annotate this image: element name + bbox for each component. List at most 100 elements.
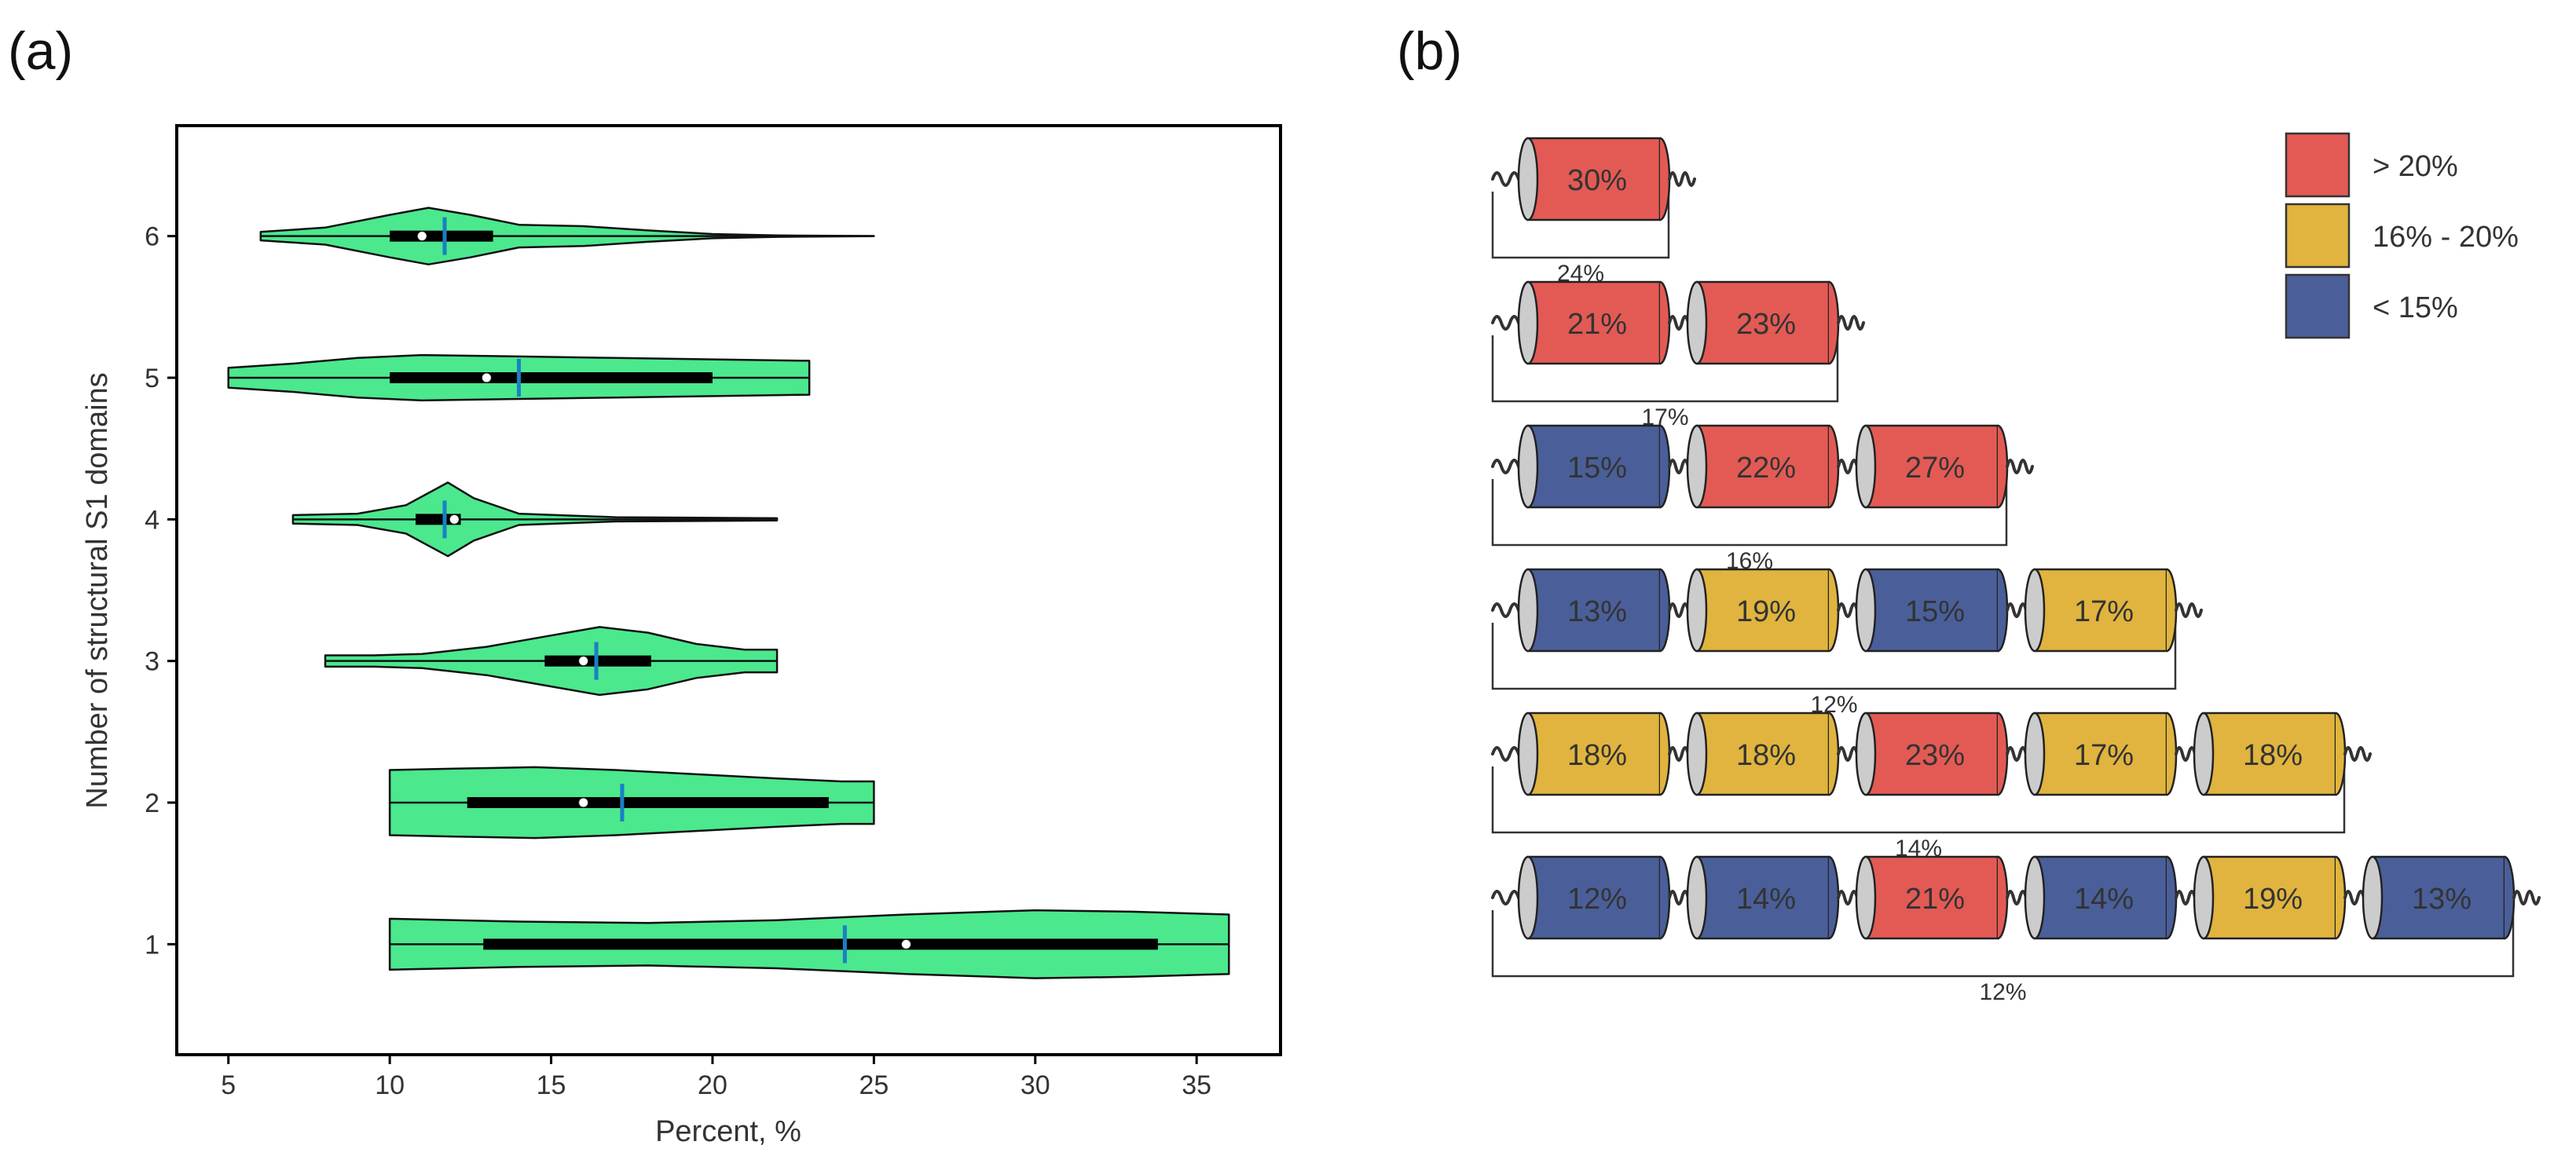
iqr-bar — [390, 371, 713, 383]
domain-percent-label: 13% — [1567, 595, 1627, 628]
domain-segment: 17% — [2024, 568, 2178, 653]
domain-percent-label: 18% — [1567, 739, 1627, 772]
domain-cylinder-body — [1864, 712, 1999, 796]
group-bracket — [1491, 910, 2515, 978]
legend-label: 16% - 20% — [2373, 221, 2519, 254]
x-tick-label: 30 — [1021, 1070, 1050, 1100]
domain-cylinder-body — [1526, 855, 1662, 940]
domain-cylinder-cap — [2024, 568, 2046, 653]
y-tick-label: 1 — [145, 930, 159, 960]
median-dot — [578, 797, 589, 808]
plot-frame — [175, 124, 1282, 1056]
domain-cylinder-cap — [1855, 424, 1877, 509]
domain-cylinder-cap — [1855, 712, 1877, 796]
domain-percent-label: 13% — [2412, 883, 2472, 916]
violin-chart: 5 10 15 20 25 30 35 1 2 3 4 5 6 Percent, % Number o… — [81, 124, 1282, 1148]
x-tick-label: 15 — [537, 1070, 566, 1100]
domain-segment: 14% — [1686, 855, 1840, 940]
domain-cylinder-cap — [2024, 712, 2046, 796]
violin-group-6 — [259, 207, 875, 265]
domain-cylinder-cap — [2193, 855, 2215, 940]
x-axis-ticks: 5 10 15 20 25 30 35 — [221, 1055, 1211, 1100]
domain-percent-label: 21% — [1905, 883, 1965, 916]
domain-cylinder-cap — [1686, 280, 1708, 365]
group-bracket — [1491, 335, 1839, 403]
median-dot — [416, 231, 427, 242]
domain-cylinder-cap — [1686, 855, 1708, 940]
x-tick-label: 25 — [859, 1070, 889, 1100]
legend-swatch — [2285, 203, 2351, 269]
legend-item-low: < 15% — [2285, 273, 2458, 339]
x-axis-label: Percent, % — [655, 1115, 801, 1148]
domain-segment: 15% — [1855, 568, 2009, 653]
y-tick-label: 4 — [145, 505, 159, 535]
violin-group-2 — [388, 766, 875, 840]
chain-row-5: 14%18% 18% 23% 17% 18% — [1491, 712, 2372, 862]
domain-cylinder-cap — [2193, 712, 2215, 796]
domain-percent-label: 14% — [2074, 883, 2134, 916]
x-tick-label: 5 — [221, 1070, 236, 1100]
domain-percent-label: 23% — [1905, 739, 1965, 772]
domain-cylinder-cap — [1517, 855, 1539, 940]
domain-chain-diagram: 24%30%17%21% 23%16%15% 22% 27%12%13% 19% 15% 1… — [1491, 137, 2541, 1005]
domain-percent-label: 21% — [1567, 308, 1627, 341]
domain-percent-label: 18% — [2243, 739, 2303, 772]
domain-cylinder-cap — [1686, 424, 1708, 509]
domain-percent-label: 15% — [1905, 595, 1965, 628]
domain-cylinder-cap — [2362, 855, 2384, 940]
domain-segment: 27% — [1855, 424, 2009, 509]
chain-row-1: 24%30% — [1491, 137, 1696, 287]
domain-cylinder-body — [2371, 855, 2506, 940]
domain-segment: 19% — [1686, 568, 1840, 653]
domain-segment: 17% — [2024, 712, 2178, 796]
iqr-bar — [416, 514, 461, 525]
median-dot — [900, 938, 911, 949]
chain-row-4: 12%13% 19% 15% 17% — [1491, 568, 2203, 718]
domain-segment: 15% — [1517, 424, 1671, 509]
y-axis-ticks: 1 2 3 4 5 6 — [145, 222, 177, 960]
domain-segment: 18% — [2193, 712, 2347, 796]
y-tick-label: 5 — [145, 364, 159, 393]
domain-segment: 14% — [2024, 855, 2178, 940]
domain-cylinder-cap — [2024, 855, 2046, 940]
group-bracket — [1491, 623, 2177, 690]
domain-cylinder-body — [2033, 712, 2168, 796]
median-dot — [578, 656, 589, 667]
iqr-bar — [483, 938, 1158, 950]
panel-b-label: (b) — [1397, 21, 1462, 81]
linker-wave — [2343, 746, 2372, 762]
chain-row-6: 12% 12% 14% 21% 14% 19% 13% — [1491, 855, 2541, 1005]
legend-label: < 15% — [2373, 291, 2458, 324]
violin-group-1 — [388, 909, 1230, 979]
violin-group-5 — [227, 353, 811, 402]
domain-percent-label: 19% — [1736, 595, 1796, 628]
domain-segment: 21% — [1855, 855, 2009, 940]
domain-cylinder-cap — [1517, 712, 1539, 796]
iqr-bar — [390, 230, 493, 242]
legend-swatch — [2285, 273, 2351, 339]
domain-cylinder-cap — [1855, 568, 1877, 653]
linker-wave — [1668, 171, 1696, 187]
domain-percent-label: 12% — [1567, 883, 1627, 916]
domain-segment: 13% — [2362, 855, 2516, 940]
domain-percent-label: 27% — [1905, 452, 1965, 485]
y-tick-label: 3 — [145, 647, 159, 677]
domain-percent-label: 19% — [2243, 883, 2303, 916]
domain-segment: 18% — [1517, 712, 1671, 796]
domain-percent-label: 15% — [1567, 452, 1627, 485]
y-axis-label: Number of structural S1 domains — [81, 372, 114, 808]
y-tick-label: 6 — [145, 222, 159, 252]
group-percent-label: 12% — [1979, 979, 2026, 1005]
legend-item-high: > 20% — [2285, 132, 2458, 198]
y-tick-label: 2 — [145, 788, 159, 818]
legend-item-mid: 16% - 20% — [2285, 203, 2519, 269]
domain-segment: 18% — [1686, 712, 1840, 796]
median-dot — [481, 372, 492, 383]
panel-a-label: (a) — [8, 21, 73, 81]
domain-cylinder-cap — [1517, 568, 1539, 653]
domain-percent-label: 17% — [2074, 595, 2134, 628]
domain-segment: 21% — [1517, 280, 1671, 365]
domain-cylinder-cap — [1855, 855, 1877, 940]
linker-wave — [2175, 602, 2203, 618]
